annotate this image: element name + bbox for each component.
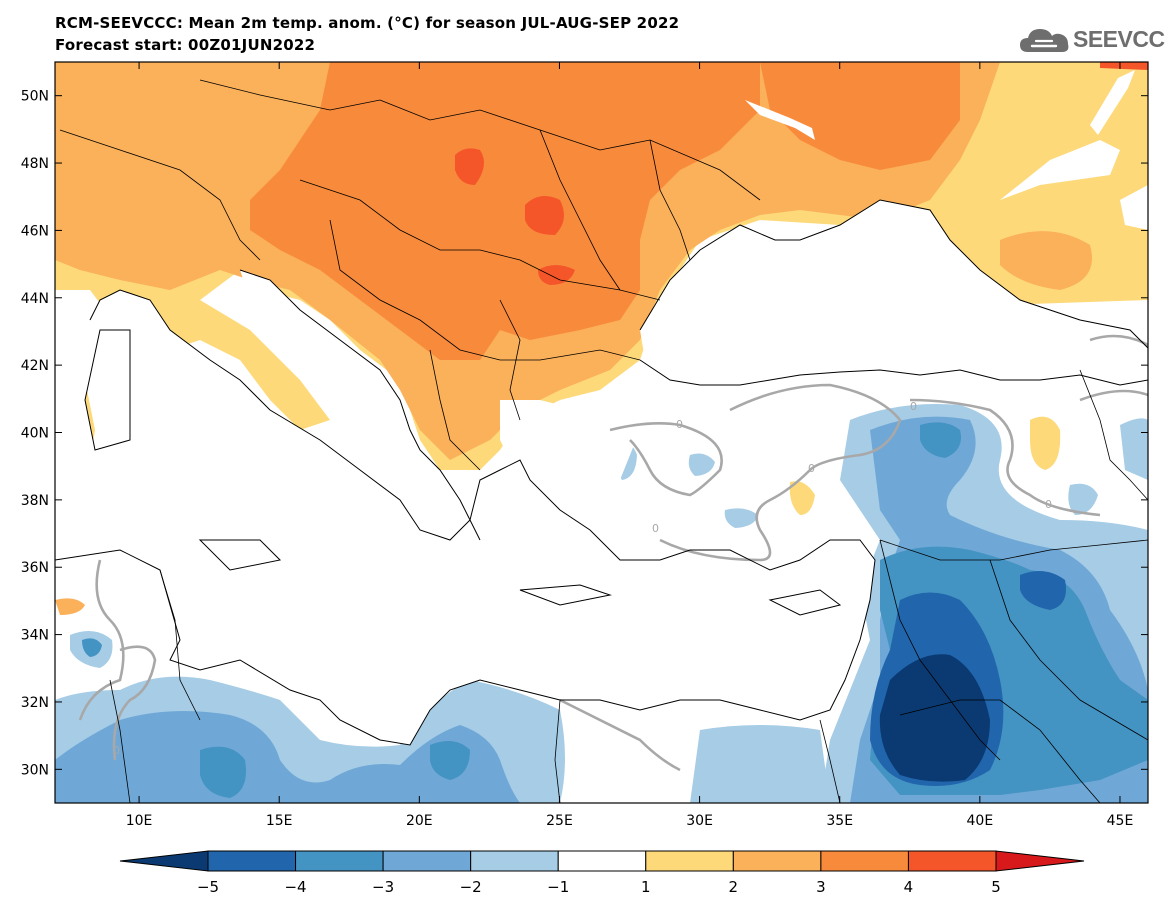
zero-contour-labels: 0 0 0 0 0 0 — [113, 400, 1052, 757]
aegean-sea — [500, 400, 640, 560]
colorbar-segment — [732, 850, 822, 872]
colorbar-label: −3 — [372, 878, 394, 896]
cold-field-egypt — [690, 725, 830, 803]
warm-field-tunisia-b — [55, 598, 85, 615]
cold-field-east-a — [1068, 483, 1098, 515]
lat-label: 44N — [21, 291, 49, 307]
lat-label: 32N — [21, 695, 49, 711]
lon-label: 40E — [967, 813, 994, 829]
colorbar-label: −1 — [547, 878, 569, 896]
cold-field-turkey-a — [688, 453, 715, 476]
dnieper-gap — [745, 100, 815, 140]
lon-label: 25E — [546, 813, 573, 829]
cold-field-turkey-b — [724, 508, 758, 528]
lon-label: 10E — [126, 813, 153, 829]
colorbar: −5 −4 −3 −2 −1 1 2 3 4 5 — [119, 850, 1085, 896]
contour-label-0: 0 — [676, 418, 683, 431]
contour-label-0: 0 — [652, 522, 659, 535]
contour-label-0: 0 — [1045, 498, 1052, 511]
lon-label: 15E — [266, 813, 293, 829]
logo-text: SEEVCCC — [1073, 26, 1165, 52]
cold-field-4-5-syria — [1020, 571, 1066, 610]
lon-label: 35E — [826, 813, 853, 829]
colorbar-segment — [470, 850, 559, 872]
cold-field-2-3-africa — [55, 711, 520, 803]
colorbar-label: 3 — [816, 878, 826, 896]
warm-field-turkey — [789, 481, 815, 515]
contour-label-0: 0 — [808, 462, 815, 475]
anomaly-fields: 0 0 0 0 0 0 — [55, 62, 1148, 803]
lat-label: 46N — [21, 223, 49, 239]
colorbar-segment — [557, 850, 647, 872]
cold-field-3-4-libya — [430, 741, 470, 780]
cold-field-3-4-anatolia — [920, 422, 961, 458]
contour-label-0: 0 — [113, 744, 120, 757]
lat-label: 48N — [21, 156, 49, 172]
axis-ticks — [55, 62, 1148, 803]
colorbar-segment — [382, 850, 472, 872]
forecast-start: Forecast start: 00Z01JUN2022 — [55, 36, 316, 54]
axis-labels: 30N 32N 34N 36N 38N 40N 42N 44N 46N 48N 50N 10E 15E 2… — [21, 89, 1134, 829]
caspian-gap — [1000, 140, 1120, 200]
lat-label: 38N — [21, 493, 49, 509]
colorbar-label: −5 — [197, 878, 219, 896]
lat-label: 34N — [21, 628, 49, 644]
lon-label: 30E — [686, 813, 713, 829]
country-borders — [59, 79, 1148, 803]
warm-field-4-5-c — [538, 265, 575, 285]
colorbar-segment — [820, 850, 909, 872]
lon-label: 20E — [406, 813, 433, 829]
warm-field-italy — [150, 300, 330, 430]
contour-label-0: 0 — [910, 400, 917, 413]
colorbar-label: 2 — [729, 878, 739, 896]
colorbar-label: 5 — [991, 878, 1001, 896]
colorbar-upper-arrow — [995, 850, 1085, 872]
warm-field-4-5-d — [1100, 62, 1148, 70]
lat-label: 30N — [21, 762, 49, 778]
cold-field-tunisia-b — [82, 638, 102, 657]
cloud-icon — [1020, 29, 1069, 52]
adriatic-sea — [240, 270, 410, 430]
warm-field-3-4-east — [760, 62, 960, 170]
warm-field-east-a — [1000, 231, 1092, 290]
colorbar-label: −4 — [284, 878, 306, 896]
lat-label: 42N — [21, 358, 49, 374]
warm-field-3-4 — [250, 62, 760, 360]
mediterranean-sea — [55, 290, 875, 745]
colorbar-label: 4 — [904, 878, 914, 896]
black-sea — [640, 200, 1148, 385]
warm-field-4-5-a — [455, 148, 484, 185]
map-title: RCM-SEEVCCC: Mean 2m temp. anom. (°C) fo… — [55, 14, 680, 32]
lat-label: 50N — [21, 89, 49, 105]
colorbar-segment — [645, 850, 734, 872]
colorbar-lower-arrow — [119, 850, 209, 872]
warm-field-4-5-b — [525, 196, 564, 235]
cold-field-east-b — [1120, 418, 1148, 480]
colorbar-segment — [295, 850, 384, 872]
azov-gap — [1090, 70, 1135, 135]
colorbar-label: 1 — [641, 878, 651, 896]
colorbar-segment — [207, 850, 297, 872]
seevccc-logo: SEEVCCC — [1018, 22, 1165, 56]
lon-label: 45E — [1107, 813, 1134, 829]
colorbar-label: −2 — [460, 878, 482, 896]
cold-field-3-4-africa — [200, 746, 246, 798]
lat-label: 36N — [21, 560, 49, 576]
coastlines — [55, 199, 1148, 746]
colorbar-segment — [907, 850, 997, 872]
lat-label: 40N — [21, 426, 49, 442]
cold-field-5-plus — [879, 654, 990, 782]
caspian-gap-b — [1120, 185, 1148, 230]
zero-contours — [78, 334, 1148, 772]
warm-field-east-b — [1030, 416, 1061, 470]
